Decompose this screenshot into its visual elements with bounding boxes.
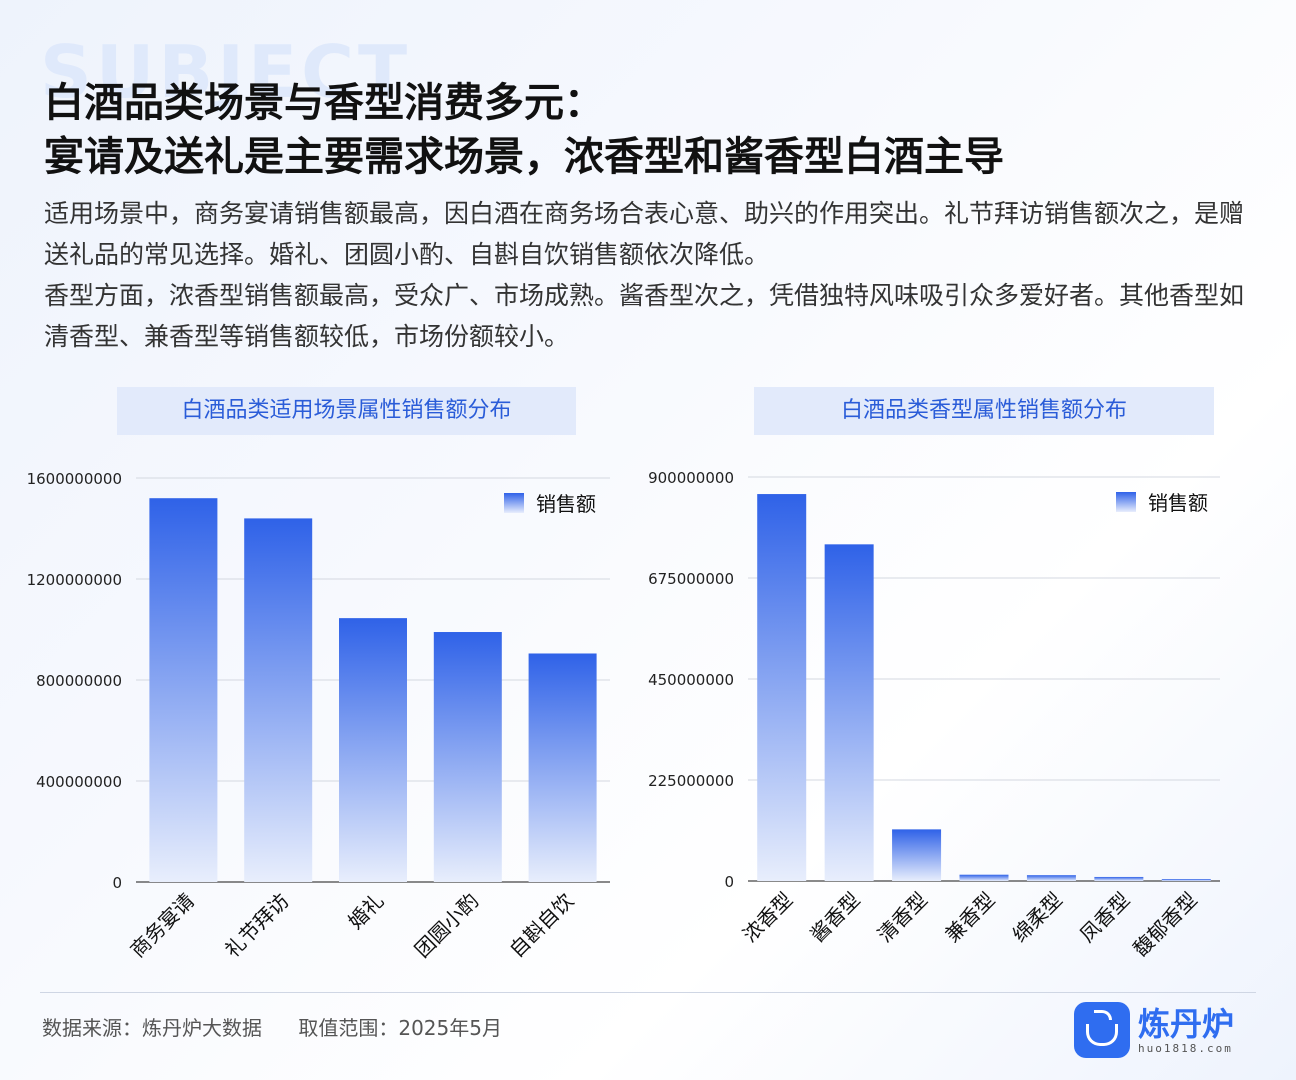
data-range: 取值范围：2025年5月 [298,1016,502,1040]
chart-2-x-tick-label: 凤香型 [1075,888,1134,947]
chart-2-y-tick-label: 225000000 [648,772,734,790]
chart-2-legend-label: 销售额 [1148,491,1208,515]
logo-icon [1074,1002,1130,1058]
chart-1-x-tick-label: 礼节拜访 [220,889,294,963]
chart-1-x-tick-label: 团圆小酌 [410,889,484,963]
footer: 数据来源：炼丹炉大数据 取值范围：2025年5月 [42,1012,532,1041]
chart-2-y-tick-label: 900000000 [648,469,734,487]
chart-2-bar [959,874,1009,881]
logo-url: huo1818.com [1138,1041,1233,1055]
chart-2-y-tick-label: 675000000 [648,570,734,588]
chart-2-x-tick-label: 浓香型 [738,888,797,947]
chart-1-legend-swatch [504,493,524,513]
chart-1-bar [244,518,313,882]
chart-1-bar [433,632,502,882]
chart-1-y-tick-label: 1600000000 [27,470,122,488]
data-source: 数据来源：炼丹炉大数据 [42,1016,262,1040]
chart-2-y-tick-label: 0 [724,873,734,891]
description: 适用场景中，商务宴请销售额最高，因白酒在商务场合表心意、助兴的作用突出。礼节拜访… [44,193,1259,357]
brand-logo: 炼丹炉 huo1818.com [1074,1002,1234,1058]
chart-2-x-tick-label: 酱香型 [805,888,864,947]
chart-2-title: 白酒品类香型属性销售额分布 [754,387,1214,435]
footer-divider [40,992,1256,993]
chart-1-x-tick-label: 婚礼 [343,889,388,934]
chart-2-bar [1094,876,1144,881]
description-paragraph-2: 香型方面，浓香型销售额最高，受众广、市场成熟。酱香型次之，凭借独特风味吸引众多爱… [44,281,1245,351]
chart-1-bar [339,618,407,882]
background-watermark-text: SUBJECT [40,30,412,114]
chart-1-title: 白酒品类适用场景属性销售额分布 [117,387,576,435]
chart-2-bar [1026,875,1076,881]
chart-1-y-tick-label: 400000000 [36,773,122,791]
chart-2-x-tick-label: 绵柔型 [1008,888,1067,947]
chart-2-bar [824,544,874,881]
chart-1-x-tick-label: 商务宴请 [125,889,199,963]
chart-2-bar [757,494,807,881]
page-title: 白酒品类场景与香型消费多元： 宴请及送礼是主要需求场景，浓香型和酱香型白酒主导 [44,76,1254,184]
chart-1-y-tick-label: 1200000000 [27,571,122,589]
chart-2-x-tick-label: 兼香型 [940,888,999,947]
chart-1-y-tick-label: 0 [112,874,122,892]
chart-1-legend-label: 销售额 [536,492,596,516]
title-line-1: 白酒品类场景与香型消费多元： [44,80,604,126]
logo-name: 炼丹炉 [1138,1004,1235,1043]
chart-2-bar [892,829,942,881]
chart-1-y-tick-label: 800000000 [36,672,122,690]
description-paragraph-1: 适用场景中，商务宴请销售额最高，因白酒在商务场合表心意、助兴的作用突出。礼节拜访… [44,199,1245,269]
chart-1-bar [149,498,218,882]
chart-2-x-tick-label: 清香型 [873,888,932,947]
chart-1-x-tick-label: 自斟自饮 [505,889,579,963]
chart-2-y-tick-label: 450000000 [648,671,734,689]
title-line-2: 宴请及送礼是主要需求场景，浓香型和酱香型白酒主导 [44,134,1004,180]
chart-2-bar [1161,879,1211,881]
chart-2-x-tick-label: 馥郁香型 [1128,888,1202,962]
chart-1-bar [528,653,597,882]
chart-2-legend-swatch [1116,492,1136,512]
